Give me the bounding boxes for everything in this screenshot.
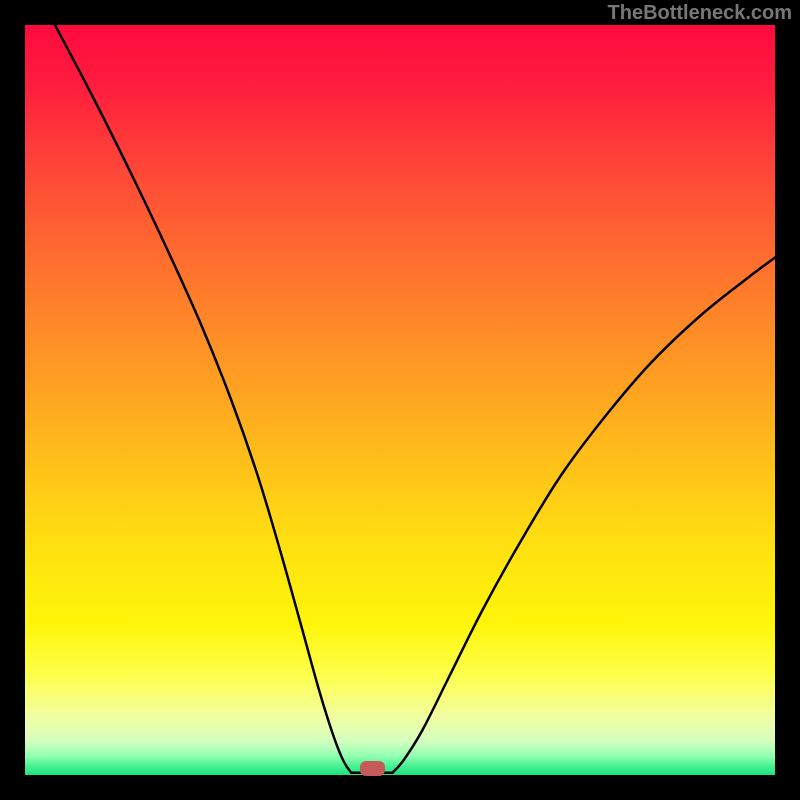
optimum-marker [360,761,385,777]
chart-frame: TheBottleneck.com [0,0,800,800]
attribution-watermark: TheBottleneck.com [608,2,792,25]
plot-area [25,25,775,775]
bottleneck-curve [25,25,775,775]
